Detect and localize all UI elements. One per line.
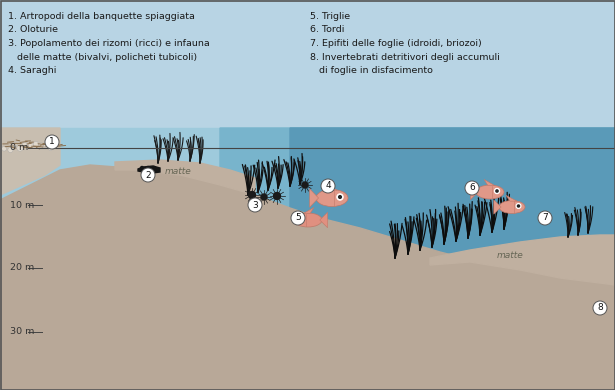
Text: 6: 6: [469, 184, 475, 193]
Circle shape: [43, 142, 49, 147]
Circle shape: [538, 211, 552, 225]
Circle shape: [248, 198, 262, 212]
Circle shape: [38, 143, 44, 148]
Text: 3. Popolamento dei rizomi (ricci) e infauna: 3. Popolamento dei rizomi (ricci) e infa…: [8, 39, 210, 48]
Circle shape: [337, 194, 343, 200]
Text: 6. Tordi: 6. Tordi: [310, 25, 344, 34]
Circle shape: [261, 194, 267, 200]
Text: matte: matte: [497, 250, 523, 259]
Polygon shape: [470, 184, 478, 200]
Circle shape: [494, 188, 499, 193]
Text: matte: matte: [165, 167, 191, 177]
Polygon shape: [138, 166, 160, 173]
Ellipse shape: [294, 213, 322, 227]
Ellipse shape: [499, 200, 525, 213]
Circle shape: [516, 204, 521, 208]
Circle shape: [593, 301, 607, 315]
Polygon shape: [326, 183, 337, 190]
Circle shape: [146, 167, 149, 170]
Text: 5: 5: [295, 213, 301, 223]
Text: 0 m: 0 m: [10, 144, 28, 152]
Circle shape: [2, 146, 7, 151]
Polygon shape: [0, 165, 615, 390]
Polygon shape: [303, 207, 314, 214]
Text: delle matte (bivalvi, policheti tubicoli): delle matte (bivalvi, policheti tubicoli…: [8, 53, 197, 62]
Text: 20 m: 20 m: [10, 264, 34, 273]
Text: 7. Epifiti delle foglie (idroidi, briozoi): 7. Epifiti delle foglie (idroidi, briozo…: [310, 39, 482, 48]
Ellipse shape: [316, 190, 348, 206]
Text: 2. Oloturie: 2. Oloturie: [8, 25, 58, 34]
Circle shape: [45, 135, 59, 149]
Text: 10 m: 10 m: [10, 200, 34, 209]
Polygon shape: [484, 179, 495, 186]
Polygon shape: [320, 212, 328, 228]
Circle shape: [23, 142, 27, 147]
Circle shape: [48, 145, 53, 151]
Text: 1. Artropodi della banquette spiaggiata: 1. Artropodi della banquette spiaggiata: [8, 12, 195, 21]
Text: 7: 7: [542, 213, 548, 223]
Text: 1: 1: [49, 138, 55, 147]
Circle shape: [8, 147, 13, 152]
Polygon shape: [290, 128, 615, 390]
Circle shape: [17, 145, 23, 151]
Circle shape: [339, 196, 341, 199]
Text: 4: 4: [325, 181, 331, 190]
Text: 30 m: 30 m: [10, 328, 34, 337]
Circle shape: [153, 167, 156, 170]
Circle shape: [300, 218, 302, 220]
Text: 2: 2: [145, 170, 151, 179]
Polygon shape: [0, 128, 60, 195]
Circle shape: [33, 142, 39, 147]
Polygon shape: [494, 200, 501, 214]
Circle shape: [465, 181, 479, 195]
Circle shape: [321, 179, 335, 193]
Circle shape: [291, 211, 305, 225]
Circle shape: [13, 142, 17, 147]
Text: 3: 3: [252, 200, 258, 209]
Circle shape: [302, 182, 308, 188]
Circle shape: [496, 190, 498, 192]
Bar: [0, 128, 615, 390]
Text: 8. Invertebrati detritivori degli accumuli: 8. Invertebrati detritivori degli accumu…: [310, 53, 500, 62]
Circle shape: [28, 143, 33, 148]
Circle shape: [517, 205, 520, 207]
Circle shape: [141, 168, 155, 182]
Text: di foglie in disfacimento: di foglie in disfacimento: [310, 66, 433, 75]
Circle shape: [298, 216, 304, 222]
Bar: [0, 0, 615, 128]
Polygon shape: [506, 195, 517, 201]
Polygon shape: [115, 160, 255, 195]
Polygon shape: [309, 189, 319, 207]
Circle shape: [140, 167, 143, 170]
Polygon shape: [220, 128, 615, 390]
Circle shape: [248, 191, 255, 199]
Text: 8: 8: [597, 303, 603, 312]
Polygon shape: [430, 235, 615, 285]
Text: 5. Triglie: 5. Triglie: [310, 12, 350, 21]
Circle shape: [274, 193, 280, 200]
Ellipse shape: [476, 185, 504, 199]
Text: 4. Saraghi: 4. Saraghi: [8, 66, 57, 75]
